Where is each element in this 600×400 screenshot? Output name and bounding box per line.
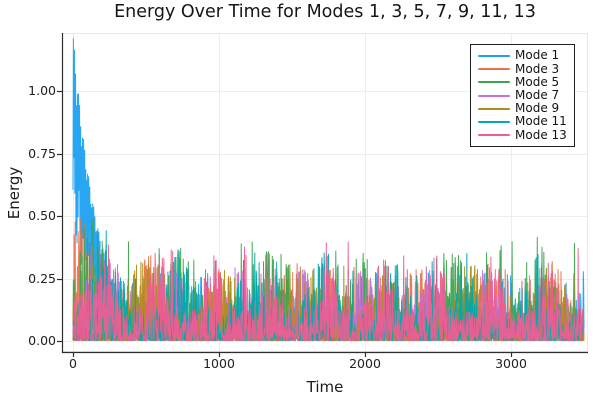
legend-entry: Mode 3 <box>478 61 568 76</box>
legend-entry: Mode 11 <box>478 115 568 128</box>
x-axis-label: Time <box>306 378 344 396</box>
legend-label: Mode 9 <box>515 101 560 116</box>
y-tick-label: 0.00 <box>28 333 56 348</box>
legend-line-swatch <box>478 107 510 110</box>
y-tick-label: 0.50 <box>28 208 56 224</box>
legend-line-swatch <box>478 54 510 57</box>
y-tick-label: 0.25 <box>28 270 56 286</box>
legend-entry: Mode 9 <box>478 102 568 115</box>
legend-line-swatch <box>478 68 510 71</box>
legend-entry: Mode 7 <box>478 89 568 102</box>
x-tick-label: 3000 <box>495 356 527 371</box>
legend-label: Mode 7 <box>515 88 560 102</box>
legend-label: Mode 13 <box>515 127 567 142</box>
legend-label: Mode 1 <box>515 48 560 63</box>
chart-title: Energy Over Time for Modes 1, 3, 5, 7, 9… <box>114 2 536 22</box>
legend-line-swatch <box>478 94 510 97</box>
x-tick-label: 0 <box>69 356 77 371</box>
legend-entry: Mode 5 <box>478 74 568 89</box>
y-axis-label: Energy <box>5 166 23 220</box>
y-tick-label: 0.75 <box>28 145 56 161</box>
legend-label: Mode 3 <box>515 61 560 76</box>
legend-entry: Mode 13 <box>478 128 568 141</box>
x-tick-label: 2000 <box>349 356 381 371</box>
legend: Mode 1 Mode 3 Mode 5 Mode 7 Mode 9 Mode 11 Mod… <box>470 44 575 147</box>
legend-label: Mode 11 <box>515 114 567 129</box>
legend-label: Mode 5 <box>515 74 560 89</box>
legend-entry: Mode 1 <box>478 49 568 62</box>
legend-line-swatch <box>478 81 510 84</box>
y-tick-label: 1.00 <box>28 83 56 99</box>
legend-line-swatch <box>478 134 510 137</box>
x-tick-label: 1000 <box>203 356 235 371</box>
legend-line-swatch <box>478 120 510 123</box>
